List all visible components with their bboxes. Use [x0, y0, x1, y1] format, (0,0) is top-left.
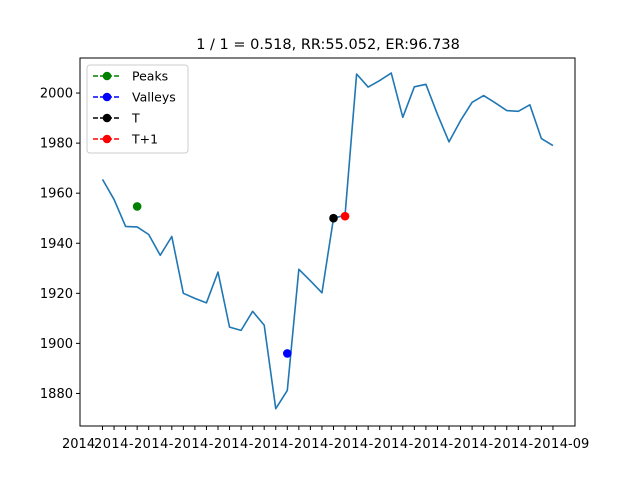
legend-label-1: Valleys: [132, 90, 176, 105]
y-tick-label: 1880: [40, 387, 73, 402]
series-line-0: [101, 72, 554, 410]
y-tick-label: 2000: [40, 87, 73, 102]
y-tick-label: 1980: [40, 137, 73, 152]
marker-valleys: [283, 349, 292, 358]
y-tick-label: 1920: [40, 287, 73, 302]
legend-marker-2: [102, 113, 112, 123]
legend: Peaks Valleys T T+1: [86, 64, 189, 154]
x-axis: 2014 -092014-2014-2014-2014-2014-2014-201…: [62, 426, 589, 452]
marker-t: [329, 213, 338, 223]
marker-layer: [132, 202, 350, 358]
y-tick-label: 1960: [40, 187, 73, 202]
legend-marker-0: [102, 71, 112, 81]
y-tick-label: 1900: [40, 337, 73, 352]
x-tick-label-last: -09: [568, 437, 589, 452]
legend-marker-3: [102, 134, 112, 144]
marker-peaks: [132, 202, 142, 211]
chart-title: 1 / 1 = 0.518, RR:55.052, ER:96.738: [196, 37, 460, 53]
legend-label-0: Peaks: [132, 69, 168, 84]
x-tick-label-first: 2014: [62, 437, 95, 452]
y-tick-label: 1940: [40, 237, 73, 252]
x-tick-labels-overlap: 2014-2014-2014-2014-2014-2014-2014-2014-…: [94, 437, 568, 452]
legend-marker-1: [102, 92, 112, 102]
series-layer: [101, 72, 554, 410]
legend-label-3: T+1: [131, 132, 158, 147]
legend-box: [86, 64, 189, 154]
legend-label-2: T: [131, 111, 140, 126]
y-axis: 1880 1900 1920 1940 1960 1980 2000: [40, 87, 80, 402]
marker-t-1: [340, 211, 350, 221]
